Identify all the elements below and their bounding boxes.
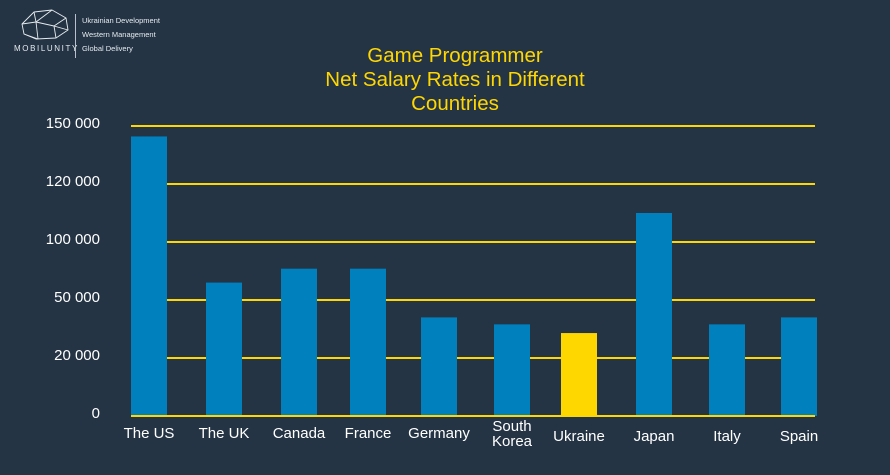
x-tick-label: Germany	[408, 425, 470, 442]
bar	[206, 282, 242, 416]
x-tick-label: Italy	[713, 428, 741, 445]
y-tick-label: 50 000	[54, 289, 100, 306]
x-tick-label: Spain	[780, 428, 818, 445]
x-tick-label: Ukraine	[553, 428, 605, 445]
bar	[281, 268, 317, 416]
bar	[561, 333, 597, 416]
logo-icon	[21, 9, 69, 40]
y-tick-label: 20 000	[54, 347, 100, 364]
logo-divider	[75, 14, 76, 58]
x-tick-label: South Korea	[492, 418, 533, 450]
chart-title-line-3: Countries	[411, 92, 499, 115]
bar	[421, 317, 457, 416]
y-tick-label: 120 000	[46, 173, 100, 190]
x-tick-label: France	[345, 425, 392, 442]
brand-header: MOBILUNITY Ukrainian Development Western…	[10, 8, 210, 58]
bar	[131, 136, 167, 416]
bar	[494, 324, 530, 416]
y-tick-label: 150 000	[46, 115, 100, 132]
x-tick-label: Japan	[634, 428, 675, 445]
x-tick-label: Canada	[273, 425, 326, 442]
bar	[709, 324, 745, 416]
chart-title-line-2: Net Salary Rates in Different	[325, 68, 585, 91]
tagline-3: Global Delivery	[82, 44, 133, 53]
y-tick-label: 0	[92, 405, 100, 422]
x-tick-label: The US	[124, 425, 175, 442]
bar	[636, 213, 672, 416]
tagline-1: Ukrainian Development	[82, 16, 160, 25]
x-tick-label: The UK	[199, 425, 250, 442]
logo-wordmark: MOBILUNITY	[14, 44, 79, 53]
chart-title: Game Programmer Net Salary Rates in Diff…	[255, 44, 655, 116]
tagline-2: Western Management	[82, 30, 156, 39]
y-tick-label: 100 000	[46, 231, 100, 248]
bar	[350, 268, 386, 416]
chart-title-line-1: Game Programmer	[367, 44, 543, 67]
bar	[781, 317, 817, 416]
